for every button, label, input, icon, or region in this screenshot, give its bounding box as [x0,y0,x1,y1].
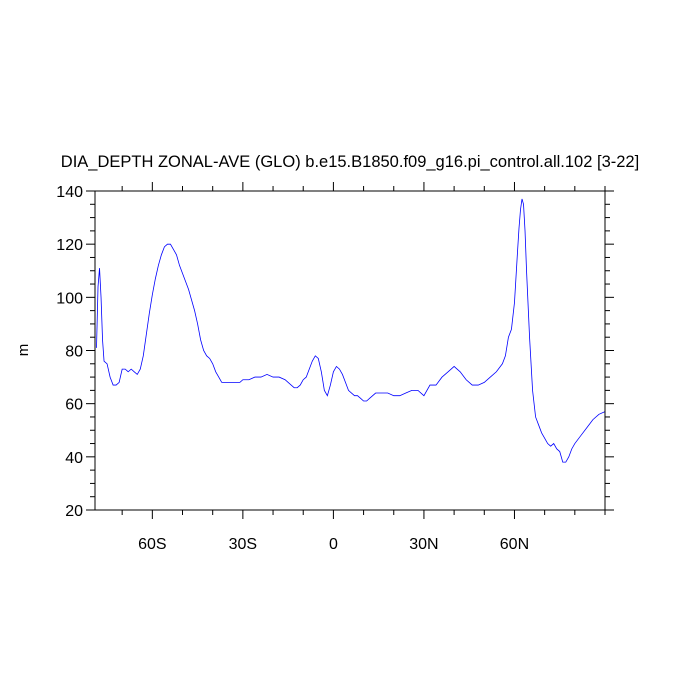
plot-frame [94,190,606,511]
series-line [96,198,606,463]
y-axis-label: m [15,344,32,357]
y-tick-label: 100 [56,290,83,307]
axis-ticks [86,182,614,519]
y-tick-label: 20 [65,503,83,520]
y-tick-label: 60 [65,397,83,414]
y-tick-label: 40 [65,450,83,467]
x-tick-label: 60S [138,536,166,553]
y-tick-label: 140 [56,184,83,201]
y-tick-label: 80 [65,344,83,361]
x-tick-label: 30N [409,536,438,553]
x-tick-label: 60N [500,536,529,553]
chart-title: DIA_DEPTH ZONAL-AVE (GLO) b.e15.B1850.f0… [61,153,639,171]
x-tick-label: 0 [329,536,338,553]
y-tick-label: 120 [56,237,83,254]
axis-tick-labels: 20 40 60 80 100 120 140 60S 30S 0 30N 60N [56,184,529,553]
x-tick-label: 30S [229,536,257,553]
